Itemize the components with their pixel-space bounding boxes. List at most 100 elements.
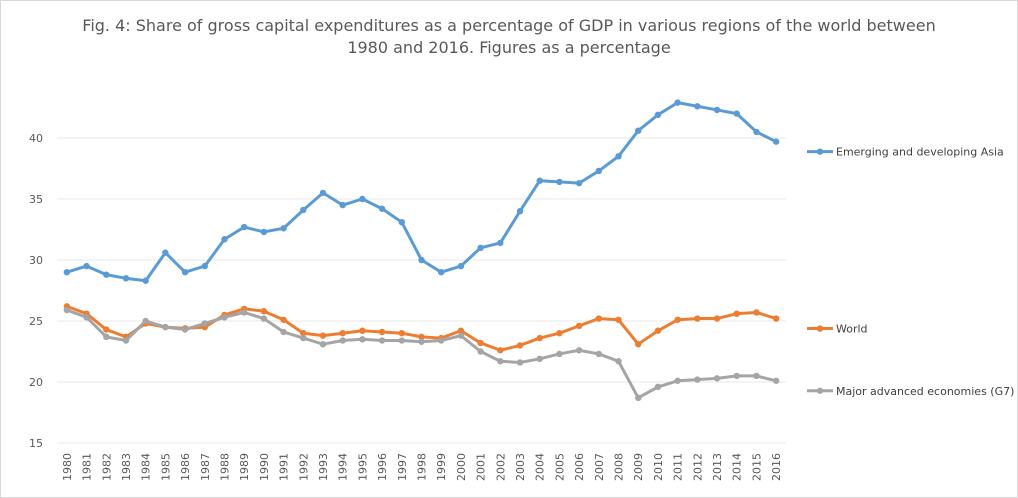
y-tick-label: 30 — [29, 254, 43, 267]
data-point — [595, 167, 603, 175]
data-point — [595, 350, 603, 358]
data-point — [516, 359, 524, 366]
series-lines — [63, 99, 780, 402]
data-point — [162, 249, 169, 256]
data-point — [300, 330, 307, 337]
x-tick-label: 1989 — [238, 453, 251, 481]
data-point — [497, 347, 504, 354]
series-line — [65, 101, 778, 283]
x-tick-label: 2007 — [593, 453, 606, 481]
data-point — [654, 327, 662, 334]
y-tick-label: 35 — [29, 193, 43, 206]
data-point — [654, 383, 662, 391]
data-point — [615, 316, 622, 323]
x-tick-label: 1998 — [416, 453, 429, 481]
data-point — [319, 189, 327, 197]
data-point — [260, 228, 268, 236]
x-tick-label: 2001 — [475, 453, 488, 481]
data-point — [398, 337, 405, 344]
data-point — [477, 348, 484, 355]
data-point — [694, 103, 701, 110]
data-point — [142, 277, 149, 284]
data-point — [221, 236, 228, 243]
data-point — [181, 269, 189, 276]
x-tick-label: 2015 — [750, 453, 763, 481]
x-tick-label: 1995 — [356, 453, 369, 481]
data-point — [260, 315, 268, 322]
data-point — [378, 328, 386, 336]
data-point — [122, 275, 130, 282]
data-point — [221, 314, 228, 321]
data-point — [674, 377, 681, 384]
data-point — [457, 327, 465, 334]
data-point — [654, 111, 662, 119]
data-point — [497, 239, 504, 247]
chart-title-line-2: 1980 and 2016. Figures as a percentage — [347, 38, 670, 57]
data-point — [713, 315, 721, 322]
data-point — [378, 337, 386, 344]
legend: Emerging and developing Asia World Major a… — [807, 146, 1014, 398]
x-tick-label: 2009 — [632, 453, 645, 481]
data-point — [378, 205, 386, 212]
data-point — [772, 377, 780, 384]
legend-swatch-marker — [816, 387, 824, 394]
data-point — [359, 336, 366, 343]
data-point — [240, 223, 248, 231]
x-tick-label: 2000 — [455, 453, 468, 481]
x-tick-label: 1999 — [435, 453, 448, 481]
data-point — [162, 323, 169, 331]
data-point — [457, 332, 465, 339]
data-point — [240, 309, 248, 316]
y-tick-label: 25 — [29, 315, 43, 328]
data-point — [694, 376, 701, 383]
data-point — [359, 195, 366, 203]
data-point — [772, 315, 780, 322]
data-point — [477, 339, 484, 347]
data-point — [418, 338, 425, 345]
data-point — [615, 358, 622, 365]
legend-label: World — [836, 323, 868, 336]
x-tick-label: 2005 — [553, 453, 566, 481]
data-point — [280, 316, 287, 323]
legend-swatch-marker — [816, 325, 824, 332]
data-point — [733, 110, 740, 117]
x-tick-label: 2013 — [711, 453, 724, 481]
data-point — [635, 394, 642, 402]
data-point — [103, 271, 110, 278]
data-point — [339, 337, 346, 344]
x-tick-label: 2012 — [691, 453, 704, 481]
data-point — [595, 315, 603, 322]
x-tick-label: 2011 — [672, 453, 685, 481]
data-point — [300, 334, 307, 342]
data-point — [713, 106, 721, 114]
data-point — [280, 225, 287, 232]
data-point — [438, 269, 445, 276]
x-tick-label: 1991 — [278, 453, 291, 481]
data-point — [398, 218, 405, 226]
x-tick-label: 1986 — [179, 453, 192, 481]
data-point — [319, 340, 327, 348]
x-axis-tick-labels: 1980 1981 1982 1983 1984 1985 1986 1987 1988 1989… — [61, 453, 783, 481]
data-point — [674, 99, 681, 106]
y-tick-label: 40 — [29, 132, 43, 145]
y-tick-label: 20 — [29, 376, 43, 389]
x-tick-label: 2004 — [534, 453, 547, 481]
data-point — [438, 337, 445, 344]
data-point — [516, 342, 524, 349]
data-point — [536, 355, 543, 363]
data-point — [418, 333, 425, 341]
data-point — [280, 328, 287, 336]
gridlines — [57, 137, 786, 444]
x-tick-label: 1993 — [317, 453, 330, 481]
legend-label: Major advanced economies (G7) — [836, 385, 1014, 398]
legend-entry-2: Major advanced economies (G7) — [807, 385, 1014, 398]
x-tick-label: 1984 — [140, 453, 153, 481]
x-tick-label: 1990 — [258, 453, 271, 481]
data-point — [83, 314, 90, 321]
y-tick-label: 15 — [29, 437, 43, 450]
x-tick-label: 1982 — [100, 453, 113, 481]
data-point — [300, 206, 307, 214]
data-point — [635, 127, 642, 134]
x-tick-label: 2006 — [573, 453, 586, 481]
